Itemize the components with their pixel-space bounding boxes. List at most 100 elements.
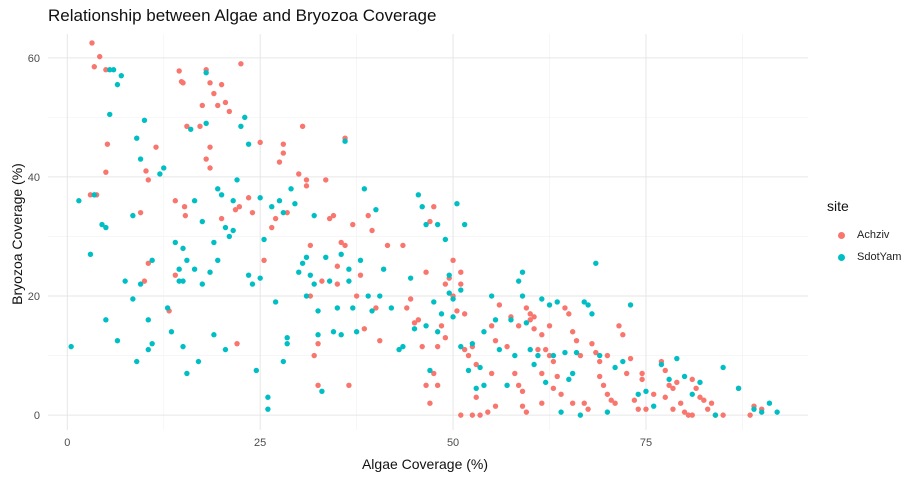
data-point-achziv xyxy=(104,141,111,147)
data-point-achziv xyxy=(531,326,537,332)
data-point-sdotyam xyxy=(481,329,487,335)
data-point-achziv xyxy=(245,195,252,201)
data-point-sdotyam xyxy=(203,120,209,127)
data-point-sdotyam xyxy=(207,269,213,275)
data-point-achziv xyxy=(303,177,310,183)
data-point-achziv xyxy=(612,400,618,406)
data-point-achziv xyxy=(299,123,306,130)
data-point-achziv xyxy=(431,203,437,210)
series-achziv xyxy=(87,40,765,418)
data-point-achziv xyxy=(550,358,557,365)
data-point-achziv xyxy=(103,67,109,73)
data-point-sdotyam xyxy=(419,203,425,210)
data-point-sdotyam xyxy=(473,385,479,392)
data-point-sdotyam xyxy=(180,278,186,284)
data-point-achziv xyxy=(681,409,688,415)
data-point-achziv xyxy=(469,412,476,418)
data-point-achziv xyxy=(184,123,190,130)
data-point-achziv xyxy=(330,212,337,219)
data-point-achziv xyxy=(311,352,317,359)
data-point-sdotyam xyxy=(481,382,487,389)
data-point-sdotyam xyxy=(396,346,402,353)
data-point-achziv xyxy=(662,367,668,374)
data-point-achziv xyxy=(604,352,611,359)
data-point-achziv xyxy=(384,242,391,249)
data-point-achziv xyxy=(207,144,213,150)
data-point-achziv xyxy=(423,382,429,389)
data-point-achziv xyxy=(473,361,479,368)
data-point-sdotyam xyxy=(311,281,317,287)
chart-title: Relationship between Algae and Bryozoa C… xyxy=(48,6,437,25)
data-point-achziv xyxy=(600,382,607,389)
data-point-sdotyam xyxy=(87,251,94,258)
data-point-sdotyam xyxy=(735,385,742,392)
data-point-sdotyam xyxy=(596,352,603,359)
data-point-sdotyam xyxy=(76,198,82,204)
data-point-sdotyam xyxy=(261,236,267,243)
data-point-achziv xyxy=(512,370,518,377)
data-point-sdotyam xyxy=(550,352,557,359)
data-point-sdotyam xyxy=(350,305,356,311)
data-point-sdotyam xyxy=(465,367,472,374)
data-point-sdotyam xyxy=(238,123,244,130)
data-point-achziv xyxy=(342,242,348,249)
data-point-sdotyam xyxy=(184,257,190,263)
data-point-sdotyam xyxy=(188,126,194,132)
data-point-achziv xyxy=(350,221,356,228)
data-point-achziv xyxy=(504,343,510,350)
data-point-sdotyam xyxy=(712,412,719,418)
y-tick-label: 40 xyxy=(28,172,40,184)
data-point-sdotyam xyxy=(423,323,429,329)
data-point-achziv xyxy=(442,334,449,341)
data-point-sdotyam xyxy=(199,218,206,225)
data-point-sdotyam xyxy=(539,296,545,302)
major-gridlines xyxy=(48,34,808,430)
data-point-sdotyam xyxy=(103,317,109,323)
data-point-achziv xyxy=(207,80,213,86)
data-point-sdotyam xyxy=(211,239,217,246)
data-point-sdotyam xyxy=(168,329,175,335)
data-point-achziv xyxy=(569,400,576,406)
data-point-achziv xyxy=(639,376,645,383)
data-point-achziv xyxy=(558,391,564,397)
data-point-sdotyam xyxy=(342,138,348,144)
data-point-achziv xyxy=(523,305,530,311)
data-point-sdotyam xyxy=(257,275,263,281)
data-point-sdotyam xyxy=(184,370,190,377)
data-point-achziv xyxy=(550,385,557,392)
data-point-achziv xyxy=(454,308,460,314)
data-point-sdotyam xyxy=(766,400,773,406)
data-point-sdotyam xyxy=(191,266,198,272)
data-point-achziv xyxy=(477,412,483,418)
data-point-sdotyam xyxy=(338,332,344,338)
data-point-achziv xyxy=(199,102,206,109)
data-point-sdotyam xyxy=(338,251,344,258)
legend: site Achziv SdotYam xyxy=(827,198,901,268)
data-point-achziv xyxy=(492,337,499,344)
data-point-sdotyam xyxy=(458,287,464,293)
data-point-sdotyam xyxy=(666,376,672,383)
data-point-achziv xyxy=(91,64,97,70)
data-point-sdotyam xyxy=(215,186,221,192)
data-point-sdotyam xyxy=(535,352,541,359)
data-point-achziv xyxy=(315,340,321,347)
data-point-sdotyam xyxy=(118,72,124,79)
data-point-sdotyam xyxy=(365,293,371,299)
data-point-sdotyam xyxy=(627,302,634,308)
data-point-achziv xyxy=(581,400,587,406)
data-point-achziv xyxy=(427,400,433,406)
data-point-sdotyam xyxy=(492,317,499,323)
data-point-achziv xyxy=(338,239,344,246)
data-point-achziv xyxy=(280,150,287,156)
data-point-achziv xyxy=(585,406,591,412)
data-point-sdotyam xyxy=(508,317,514,323)
data-point-sdotyam xyxy=(245,141,252,147)
data-point-achziv xyxy=(747,412,753,418)
data-point-achziv xyxy=(284,209,290,216)
data-point-achziv xyxy=(620,332,626,338)
data-point-sdotyam xyxy=(307,272,314,278)
data-point-achziv xyxy=(315,382,321,389)
data-point-achziv xyxy=(303,183,310,189)
data-point-achziv xyxy=(236,203,243,210)
data-point-achziv xyxy=(616,323,622,329)
